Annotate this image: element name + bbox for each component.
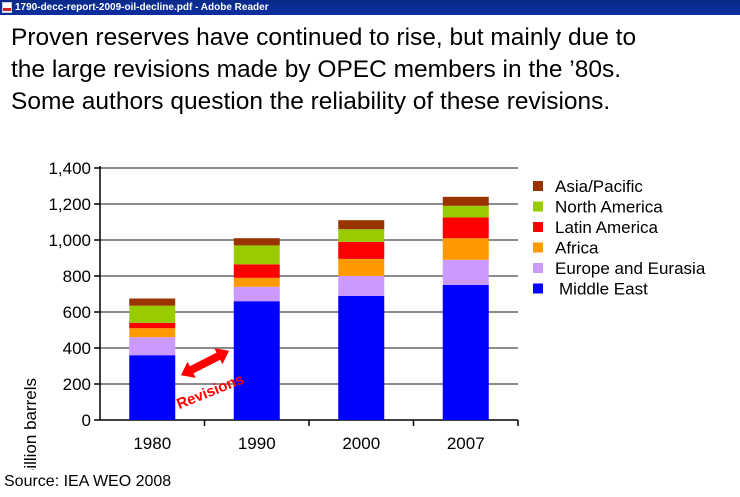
bar-segment-europe-and-eurasia-1980 <box>129 337 176 356</box>
y-tick-label: 1,400 <box>48 159 91 178</box>
legend-label: North America <box>555 198 663 217</box>
bar-segment-middle-east-1990 <box>233 301 280 420</box>
y-tick-label: 200 <box>63 375 91 394</box>
bar-segment-africa-2007 <box>442 238 489 260</box>
y-axis-title: Billion barrels <box>21 378 40 470</box>
legend-label: Middle East <box>559 280 648 299</box>
bar-segment-asia-pacific-2007 <box>442 196 489 206</box>
bar-segment-asia-pacific-2000 <box>338 220 385 230</box>
slide-heading: Proven reserves have continued to rise, … <box>11 22 736 118</box>
heading-line-2: the large revisions made by OPEC members… <box>11 56 622 83</box>
bar-segment-latin-america-1990 <box>233 264 280 278</box>
bar-segment-africa-2000 <box>338 258 385 276</box>
bar-segment-north-america-2007 <box>442 205 489 218</box>
x-tick-label: 1980 <box>133 434 171 453</box>
legend-label: Europe and Eurasia <box>555 259 706 278</box>
y-tick-label: 1,200 <box>48 195 91 214</box>
x-tick-label: 2007 <box>447 434 485 453</box>
revisions-arrow <box>180 348 230 378</box>
bar-segment-europe-and-eurasia-2007 <box>442 259 489 285</box>
x-tick-label: 1990 <box>238 434 276 453</box>
bar-segment-europe-and-eurasia-1990 <box>233 286 280 302</box>
bar-segment-asia-pacific-1980 <box>129 298 176 306</box>
bar-segment-middle-east-1980 <box>129 355 176 420</box>
source-note: Source: IEA WEO 2008 <box>4 473 172 490</box>
heading-line-3: Some authors question the reliability of… <box>11 88 611 115</box>
bar-segment-north-america-1980 <box>129 305 176 323</box>
bar-segment-latin-america-2000 <box>338 241 385 259</box>
legend-swatch <box>533 181 543 191</box>
bar-segment-north-america-2000 <box>338 229 385 242</box>
x-tick-label: 2000 <box>342 434 380 453</box>
heading-line-1: Proven reserves have continued to rise, … <box>11 24 637 51</box>
reserves-chart: 0 200 400 600 800 1,000 1,200 1,400 Billion barr… <box>21 159 706 470</box>
legend-label: Africa <box>555 239 599 258</box>
bar-segment-europe-and-eurasia-2000 <box>338 276 385 296</box>
pdf-icon <box>2 2 12 13</box>
bar-segment-asia-pacific-1990 <box>233 238 280 246</box>
bar-segment-north-america-1990 <box>233 245 280 265</box>
legend-swatch <box>533 283 543 294</box>
bar-segment-middle-east-2007 <box>442 285 489 420</box>
legend-swatch <box>533 222 543 232</box>
window-title: 1790-decc-report-2009-oil-decline.pdf - … <box>15 2 269 13</box>
arrow-shape <box>180 348 230 378</box>
y-tick-label: 400 <box>63 339 91 358</box>
bar-segment-latin-america-2007 <box>442 217 489 239</box>
legend-swatch <box>533 201 543 212</box>
window-titlebar: 1790-decc-report-2009-oil-decline.pdf - … <box>0 0 740 15</box>
y-tick-label: 800 <box>63 267 91 286</box>
legend-label: Asia/Pacific <box>555 177 643 196</box>
bar-segment-africa-1990 <box>233 277 280 287</box>
y-tick-label: 600 <box>63 303 91 322</box>
y-tick-label: 1,000 <box>48 231 91 250</box>
legend-label: Latin America <box>555 218 659 237</box>
y-tick-label: 0 <box>82 411 91 430</box>
legend-swatch <box>533 263 543 273</box>
bar-segment-latin-america-1980 <box>129 322 176 329</box>
legend-swatch <box>533 242 543 253</box>
bar-segment-africa-1980 <box>129 328 176 338</box>
bar-segment-middle-east-2000 <box>338 295 385 420</box>
